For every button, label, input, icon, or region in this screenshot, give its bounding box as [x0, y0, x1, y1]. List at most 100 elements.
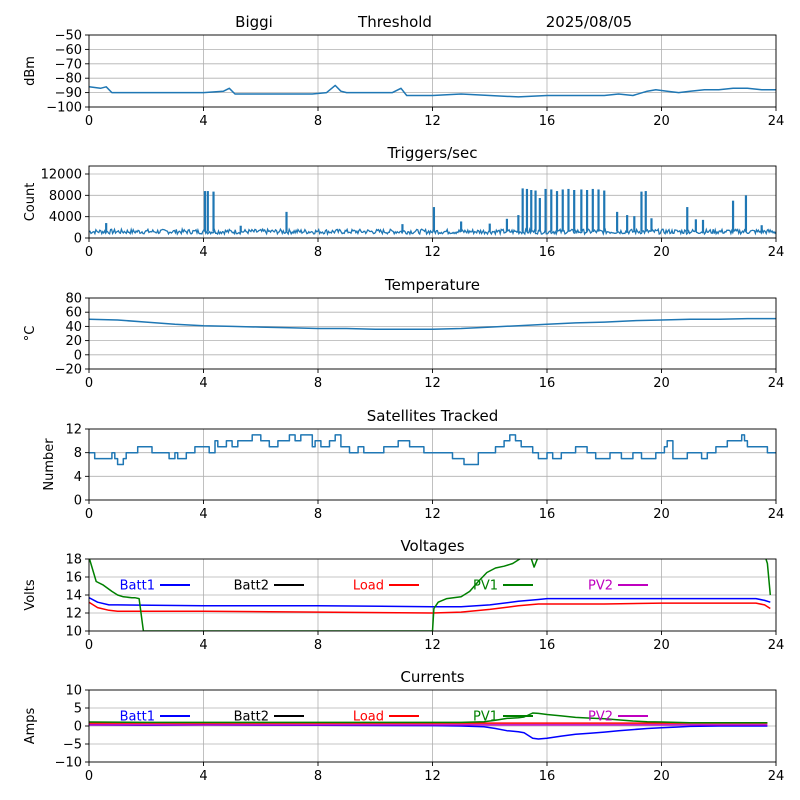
legend-label-batt1: Batt1	[120, 710, 155, 725]
y-tick-label: −5	[63, 738, 82, 753]
legend-label-load: Load	[353, 710, 384, 725]
plot-area	[89, 712, 768, 740]
x-tick-label: 20	[653, 769, 670, 784]
x-tick-label: 0	[85, 245, 93, 260]
x-tick-label: 12	[424, 638, 441, 653]
x-tick-label: 4	[199, 114, 207, 129]
panel-title: Currents	[400, 668, 464, 686]
x-tick-label: 4	[199, 507, 207, 522]
x-tick-label: 20	[653, 507, 670, 522]
series-line	[89, 317, 776, 330]
panel-currents: 0 4 8 12 16 20 24 −10 −5 0 5 10 Amps Currents Batt1 Bat…	[23, 668, 784, 784]
y-axis-label: dBm	[23, 56, 38, 86]
x-tick-label: 16	[539, 245, 556, 260]
panel-title: Voltages	[400, 537, 464, 555]
y-tick-label: −90	[55, 86, 82, 101]
plot-area	[89, 434, 776, 466]
legend-label-batt2: Batt2	[234, 710, 269, 725]
series-line	[89, 84, 776, 98]
x-tick-label: 4	[199, 245, 207, 260]
x-tick-label: 16	[539, 114, 556, 129]
y-tick-label: 0	[74, 494, 82, 509]
x-tick-label: 16	[539, 769, 556, 784]
x-tick-label: 12	[424, 769, 441, 784]
x-tick-label: 4	[199, 638, 207, 653]
y-tick-label: −50	[55, 29, 82, 44]
x-tick-label: 8	[314, 376, 322, 391]
panel-satellites: 0 4 8 12 16 20 24 0 4 8 12 Number Satellites Tracked	[42, 407, 784, 522]
x-tick-label: 8	[314, 114, 322, 129]
y-tick-label: 0	[74, 232, 82, 247]
panel-voltages: 0 4 8 12 16 20 24 10 12 14 16 18 Volts Voltages Batt1 B…	[23, 537, 784, 653]
panel-title: Temperature	[384, 276, 480, 294]
x-tick-label: 20	[653, 245, 670, 260]
y-tick-label: 60	[65, 306, 82, 321]
y-tick-label: 16	[65, 571, 82, 586]
x-tick-label: 12	[424, 245, 441, 260]
x-tick-label: 24	[768, 376, 785, 391]
legend-label-pv2: PV2	[588, 710, 613, 725]
plot-area	[89, 559, 772, 631]
y-tick-label: 12000	[41, 168, 82, 183]
x-tick-label: 24	[768, 769, 785, 784]
x-tick-label: 0	[85, 114, 93, 129]
y-tick-label: 5	[74, 702, 82, 717]
x-tick-label: 8	[314, 507, 322, 522]
x-tick-label: 8	[314, 245, 322, 260]
x-tick-label: 8	[314, 638, 322, 653]
y-tick-label: −10	[55, 756, 82, 771]
x-tick-label: 4	[199, 769, 207, 784]
y-tick-label: 20	[65, 334, 82, 349]
legend-label-load: Load	[353, 579, 384, 594]
x-tick-label: 8	[314, 769, 322, 784]
legend-label-pv2: PV2	[588, 579, 613, 594]
x-tick-label: 12	[424, 507, 441, 522]
plot-area	[89, 317, 776, 330]
x-tick-label: 16	[539, 507, 556, 522]
y-axis-label: °C	[23, 326, 38, 342]
x-tick-label: 4	[199, 376, 207, 391]
y-axis-label: Count	[23, 183, 38, 222]
y-tick-label: 10	[65, 684, 82, 699]
legend-label-pv1: PV1	[473, 579, 498, 594]
y-tick-label: 8	[74, 446, 82, 461]
x-tick-label: 0	[85, 376, 93, 391]
y-tick-label: −70	[55, 57, 82, 72]
legend-label-batt1: Batt1	[120, 579, 155, 594]
x-tick-label: 0	[85, 507, 93, 522]
series-line	[89, 434, 776, 466]
x-tick-label: 0	[85, 638, 93, 653]
series-line-batt1	[89, 597, 771, 608]
x-tick-label: 24	[768, 507, 785, 522]
series-line-baseline	[89, 226, 776, 237]
y-tick-label: 0	[74, 720, 82, 735]
report-date: 2025/08/05	[546, 13, 632, 31]
y-axis-label: Amps	[23, 707, 38, 744]
threshold-label: Threshold	[357, 13, 432, 31]
series-line-load	[89, 601, 771, 614]
y-axis-label: Number	[42, 438, 57, 491]
y-tick-label: 14	[65, 589, 82, 604]
x-tick-label: 12	[424, 376, 441, 391]
y-tick-label: 10	[65, 625, 82, 640]
station-name: Biggi	[235, 13, 273, 31]
x-tick-label: 20	[653, 114, 670, 129]
y-tick-label: 0	[74, 348, 82, 363]
x-tick-label: 16	[539, 376, 556, 391]
y-tick-label: 40	[65, 320, 82, 335]
y-tick-label: −100	[46, 101, 82, 116]
y-tick-label: −20	[55, 363, 82, 378]
legend-label-pv1: PV1	[473, 710, 498, 725]
x-tick-label: 0	[85, 769, 93, 784]
series-line-pv1	[89, 712, 768, 724]
y-tick-label: 8000	[49, 189, 82, 204]
y-tick-label: −60	[55, 43, 82, 58]
panel-signal-strength: 0 4 8 12 16 20 24 −100−90−80−70−60−50 dBm	[23, 29, 784, 130]
y-tick-label: 12	[65, 423, 82, 438]
y-tick-label: 4	[74, 470, 82, 485]
x-tick-label: 20	[653, 638, 670, 653]
